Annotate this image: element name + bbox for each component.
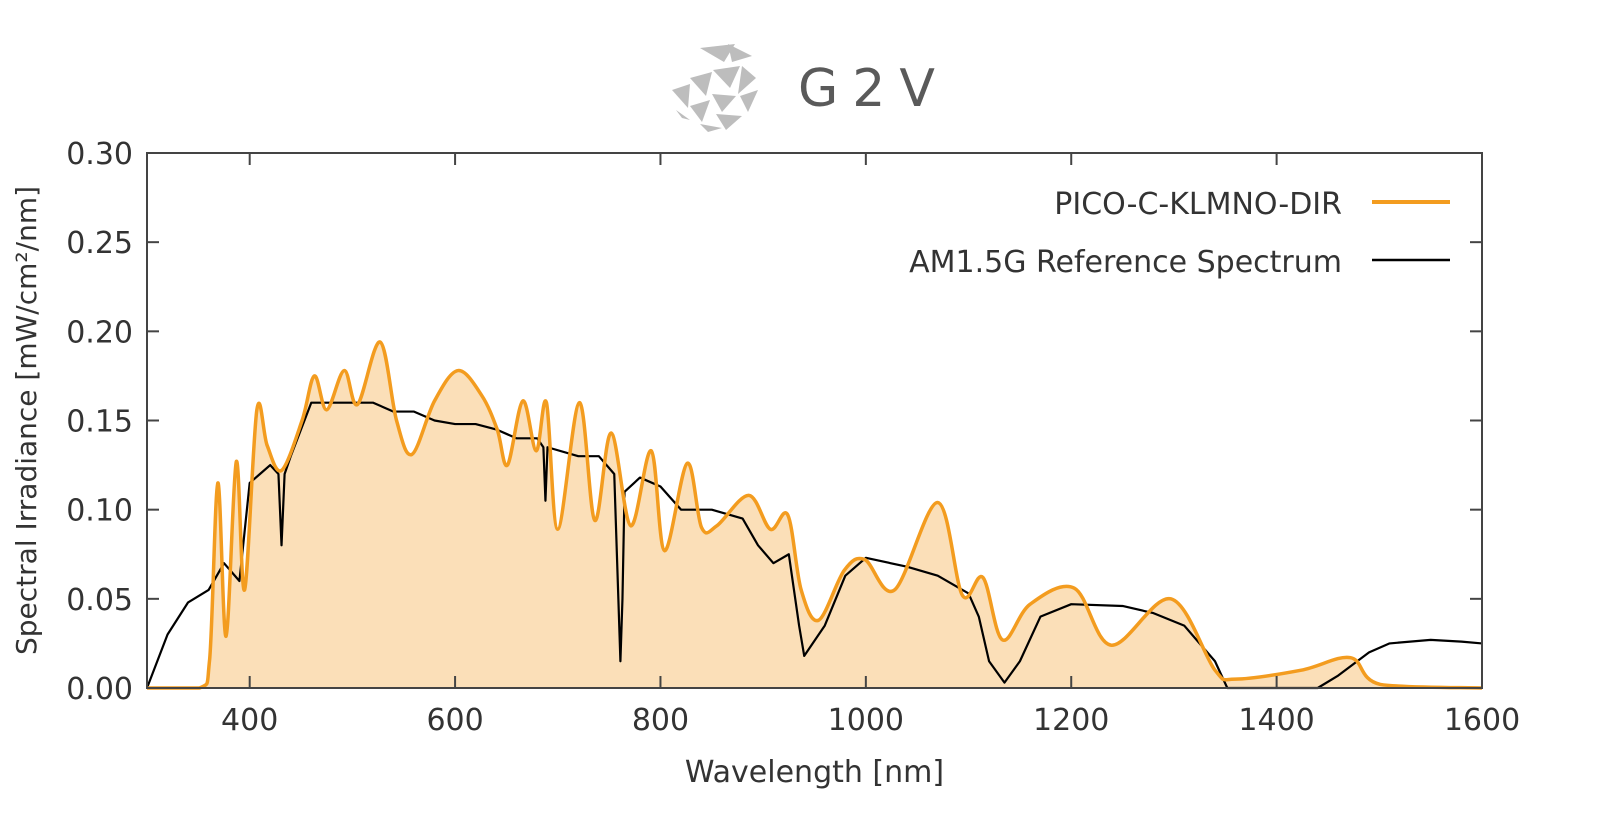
x-tick-label: 1000 — [828, 703, 904, 738]
y-tick-label: 0.00 — [66, 672, 133, 707]
y-tick-label: 0.20 — [66, 315, 133, 350]
am15g-series-line — [145, 401, 1483, 690]
y-axis-label: Spectral Irradiance [mW/cm²/nm] — [10, 186, 43, 655]
x-tick-label: 600 — [426, 703, 483, 738]
x-tick-label: 800 — [632, 703, 689, 738]
legend-label-pico: PICO-C-KLMNO-DIR — [1054, 187, 1342, 222]
x-axis-label: Wavelength [nm] — [685, 755, 944, 790]
x-tick-label: 1200 — [1033, 703, 1109, 738]
y-tick-label: 0.10 — [66, 494, 133, 529]
logo: G2V — [672, 44, 949, 132]
y-tick-label: 0.05 — [66, 583, 133, 618]
legend-label-am15g: AM1.5G Reference Spectrum — [909, 245, 1342, 280]
pico-series-line — [146, 340, 1483, 690]
y-tick-label: 0.15 — [66, 405, 133, 440]
pico-series-fill — [147, 341, 1482, 688]
x-tick-label: 1600 — [1444, 703, 1520, 738]
y-tick-label: 0.30 — [66, 137, 133, 172]
y-tick-label: 0.25 — [66, 226, 133, 261]
x-tick-label: 400 — [221, 703, 278, 738]
x-tick-label: 1400 — [1238, 703, 1314, 738]
logo-text: G2V — [798, 59, 949, 119]
logo-globe-icon — [672, 44, 758, 132]
